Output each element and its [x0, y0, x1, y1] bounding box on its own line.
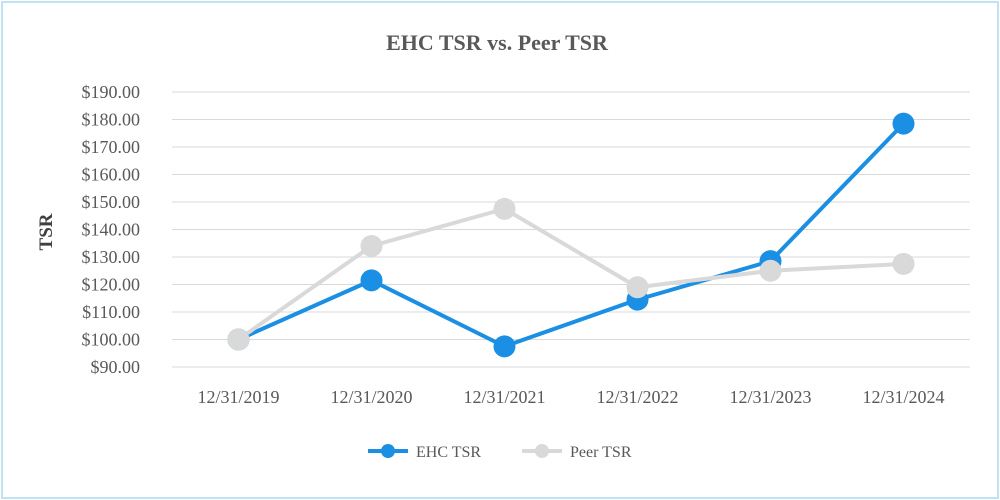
data-point-peer — [493, 197, 516, 220]
y-tick-label: $150.00 — [82, 192, 141, 212]
x-tick-label: 12/31/2022 — [596, 387, 678, 407]
y-tick-label: $130.00 — [82, 247, 141, 267]
x-tick-label: 12/31/2024 — [862, 387, 944, 407]
y-tick-label: $110.00 — [82, 302, 140, 322]
series-line-ehc — [237, 122, 905, 349]
x-tick-label: 12/31/2023 — [729, 387, 811, 407]
legend-swatch-marker — [381, 444, 395, 458]
data-point-peer — [360, 235, 383, 257]
legend-label: Peer TSR — [570, 444, 632, 461]
y-tick-label: $190.00 — [82, 82, 141, 102]
y-tick-label: $120.00 — [82, 275, 141, 295]
y-tick-label: $100.00 — [82, 330, 141, 350]
data-point-peer — [626, 276, 649, 299]
series-line-peer — [237, 206, 904, 342]
legend-label: EHC TSR — [416, 444, 481, 461]
x-tick-label: 12/31/2021 — [463, 387, 545, 407]
chart-title: EHC TSR vs. Peer TSR — [386, 30, 609, 55]
y-axis-label: TSR — [36, 213, 57, 250]
data-point-ehc — [493, 335, 516, 358]
y-tick-label: $90.00 — [91, 357, 141, 377]
data-point-peer — [759, 259, 782, 282]
y-tick-label: $160.00 — [82, 165, 141, 185]
data-point-peer — [227, 328, 250, 351]
x-tick-label: 12/31/2020 — [330, 387, 412, 407]
y-tick-label: $180.00 — [82, 110, 141, 130]
y-tick-label: $170.00 — [82, 137, 141, 157]
legend-item-ehc: EHC TSR — [368, 444, 481, 461]
data-point-ehc — [892, 112, 915, 135]
legend-item-peer: Peer TSR — [522, 444, 632, 461]
data-point-peer — [892, 252, 915, 275]
x-tick-label: 12/31/2019 — [197, 387, 279, 407]
legend-swatch-marker — [535, 444, 549, 458]
data-point-ehc — [360, 269, 383, 292]
y-tick-label: $140.00 — [82, 220, 141, 240]
